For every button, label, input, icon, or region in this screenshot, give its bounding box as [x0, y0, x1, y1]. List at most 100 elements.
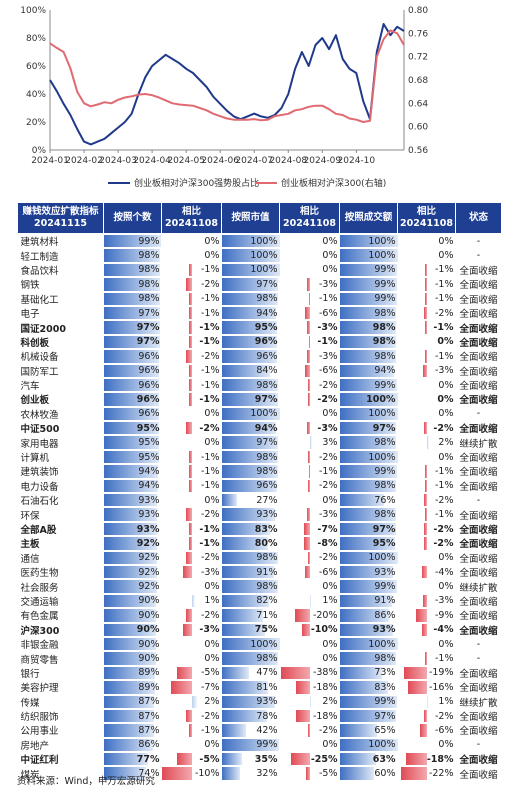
change-cell: -8%: [280, 536, 340, 550]
share-bar: [103, 263, 161, 277]
negative-change-bar: [185, 278, 192, 291]
change-cell: 1%: [162, 594, 222, 608]
change-cell: 0%: [280, 738, 340, 752]
table-row: 农林牧渔 96% 0% 100% 0% 100% 0% -: [18, 407, 502, 421]
share-bar: [221, 652, 279, 665]
column-header: 按照市值: [221, 202, 280, 234]
status-cell: -: [476, 638, 481, 650]
cell-value: -3%: [435, 365, 454, 377]
cell-value: 99%: [138, 235, 160, 247]
change-cell: -1%: [398, 292, 456, 306]
share-cell: 91%: [339, 594, 398, 608]
cell-value: 97%: [254, 393, 278, 405]
cell-value: -2%: [433, 422, 454, 434]
cell-value: 98%: [374, 437, 396, 449]
status-cell: -: [476, 653, 481, 665]
negative-change-bar: [424, 494, 427, 507]
share-bar: [221, 522, 270, 536]
sector-name: 轻工制造: [20, 251, 59, 263]
negative-change-bar: [425, 350, 427, 363]
table-row: 石油石化 93% 0% 27% 0% 76% -2% -: [18, 493, 502, 507]
cell-value: 100%: [368, 250, 396, 262]
cell-value: 97%: [372, 523, 396, 535]
cell-value: 0%: [438, 739, 454, 751]
negative-change-bar: [400, 767, 427, 780]
share-bar: [221, 422, 277, 435]
sector-name: 非银金融: [20, 640, 59, 652]
share-bar: [221, 609, 263, 622]
share-bar: [339, 738, 398, 752]
share-cell: 65%: [339, 723, 398, 737]
status-cell: 全面收缩: [459, 395, 498, 407]
cell-value: 98%: [256, 552, 278, 564]
share-cell: 100%: [221, 248, 280, 262]
table-row: 沪深300 90% -3% 75% -10% 93% -4% 全面收缩: [18, 623, 502, 637]
negative-change-bar: [421, 623, 427, 636]
cell-value: -1%: [435, 509, 454, 521]
cell-value: 0%: [204, 653, 220, 665]
cell-value: -1%: [201, 365, 220, 377]
change-cell: 0%: [162, 234, 222, 249]
cell-value: -3%: [199, 624, 220, 636]
y-right-tick-label: 0.56: [408, 146, 428, 156]
cell-value: 86%: [374, 609, 396, 621]
change-cell: -1%: [398, 277, 456, 291]
share-cell: 100%: [339, 392, 398, 406]
cell-value: 97%: [138, 307, 160, 319]
share-cell: 96%: [103, 407, 162, 421]
negative-change-bar: [185, 508, 192, 521]
share-bar: [103, 738, 154, 752]
share-cell: 100%: [339, 248, 398, 262]
status-cell: 全面收缩: [459, 381, 498, 393]
cell-value: 32%: [256, 768, 278, 780]
share-cell: 100%: [221, 407, 280, 421]
negative-change-bar: [176, 666, 192, 680]
sector-name: 房地产: [20, 740, 50, 752]
change-cell: -2%: [162, 421, 222, 435]
sector-name: 机械设备: [20, 352, 59, 364]
negative-change-bar: [307, 350, 310, 363]
y-right-tick-label: 0.80: [408, 6, 428, 16]
share-cell: 96%: [103, 364, 162, 378]
change-cell: -1%: [162, 306, 222, 320]
y-right-tick-label: 0.72: [408, 53, 428, 63]
share-bar: [221, 565, 275, 579]
change-cell: -3%: [162, 565, 222, 579]
status-cell: 全面收缩: [459, 481, 498, 493]
cell-value: 98%: [138, 293, 160, 305]
negative-change-bar: [407, 681, 427, 694]
cell-value: 84%: [256, 365, 278, 377]
cell-value: -3%: [319, 509, 338, 521]
status-cell: 全面收缩: [459, 453, 498, 465]
cell-value: 0%: [438, 451, 454, 463]
cell-value: -4%: [433, 624, 454, 636]
change-cell: -2%: [280, 479, 340, 493]
cell-value: 0%: [204, 408, 220, 420]
change-cell: -4%: [398, 565, 456, 579]
change-cell: 0%: [162, 407, 222, 421]
status-cell: 全面收缩: [459, 309, 498, 321]
cell-value: -18%: [312, 681, 338, 693]
table-row: 计算机 95% -1% 98% -2% 100% 0% 全面收缩: [18, 450, 502, 464]
cell-value: 90%: [136, 624, 160, 636]
share-bar: [221, 364, 271, 377]
cell-value: -2%: [201, 350, 220, 362]
negative-change-bar: [302, 623, 310, 636]
share-cell: 98%: [221, 292, 280, 306]
share-bar: [221, 666, 249, 680]
share-cell: 93%: [103, 507, 162, 521]
cell-value: 100%: [250, 408, 278, 420]
cell-value: 76%: [374, 494, 396, 506]
negative-change-bar: [188, 522, 192, 536]
change-cell: -6%: [280, 306, 340, 320]
table-row: 中证红利 77% -5% 35% -25% 63% -18% 全面收缩: [18, 752, 502, 766]
share-bar: [221, 335, 278, 349]
cell-value: -22%: [428, 768, 454, 780]
share-bar: [339, 407, 398, 421]
negative-change-bar: [424, 709, 427, 723]
share-cell: 93%: [339, 623, 398, 637]
cell-value: 95%: [136, 422, 160, 434]
sector-name: 钢铁: [20, 280, 40, 292]
cell-value: -3%: [319, 350, 338, 362]
sector-name: 家用电器: [20, 438, 59, 450]
